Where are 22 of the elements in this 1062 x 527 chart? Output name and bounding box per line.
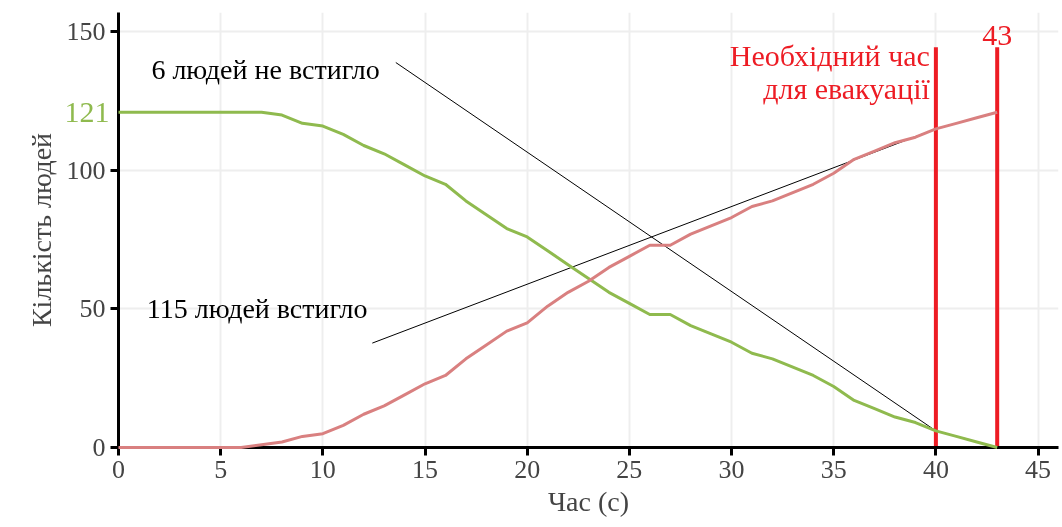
x-tick-label: 10 (309, 454, 336, 484)
x-tick-label: 45 (1025, 454, 1052, 484)
x-tick-label: 15 (412, 454, 439, 484)
x-tick-label: 25 (616, 454, 643, 484)
data-label: 121 (64, 94, 110, 128)
y-tick-label: 150 (66, 17, 106, 47)
x-tick-label: 35 (820, 454, 847, 484)
annotation: 115 людей встигло (146, 292, 368, 324)
x-tick-label: 30 (718, 454, 745, 484)
y-tick-label: 50 (79, 294, 106, 324)
x-tick-label: 20 (514, 454, 541, 484)
annotation: 6 людей не встигло (151, 53, 380, 85)
x-tick-label: 5 (214, 454, 228, 484)
x-tick-label: 40 (922, 454, 949, 484)
ref-line-label: Необхідний час для евакуації (729, 39, 931, 106)
x-tick-label: 0 (112, 454, 125, 484)
ref-line-label: 43 (982, 18, 1013, 52)
y-tick-label: 0 (92, 433, 106, 462)
y-tick-label: 100 (66, 155, 106, 185)
y-axis-title: Кількість людей (25, 132, 57, 328)
x-axis-title: Час (с) (547, 485, 630, 517)
line-series (117, 110, 999, 449)
